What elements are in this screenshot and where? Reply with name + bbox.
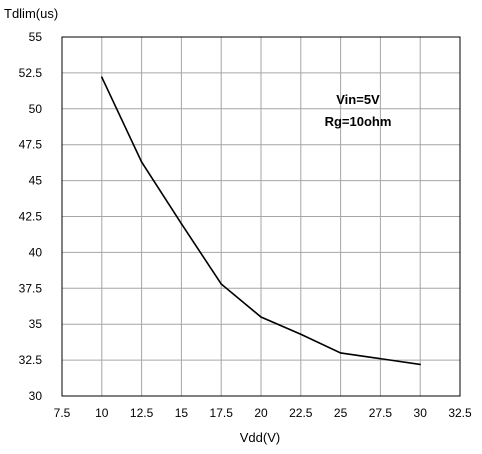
grid-lines <box>61 36 461 397</box>
x-tick-label: 15 <box>175 406 189 420</box>
y-tick-label: 45 <box>29 174 43 188</box>
data-point <box>220 283 222 285</box>
x-tick-labels: 7.5 10 12.5 15 17.5 20 22.5 25 27.5 30 32.5 <box>54 406 472 420</box>
y-tick-label: 35 <box>29 317 43 331</box>
y-tick-label: 55 <box>29 30 43 44</box>
x-tick-label: 17.5 <box>210 406 234 420</box>
annotation-vin: Vin=5V <box>336 92 380 107</box>
plot-frame <box>61 36 461 397</box>
data-point <box>140 161 143 163</box>
x-axis-title: Vdd(V) <box>240 430 280 445</box>
data-points <box>101 76 422 366</box>
data-point <box>180 222 183 225</box>
y-tick-label: 32.5 <box>19 353 43 367</box>
y-axis-title: Tdlim(us) <box>4 6 58 21</box>
x-tick-label: 12.5 <box>130 406 154 420</box>
x-tick-label: 22.5 <box>289 406 313 420</box>
x-tick-label: 20 <box>254 406 268 420</box>
y-tick-label: 42.5 <box>19 210 43 224</box>
y-tick-label: 40 <box>29 245 43 259</box>
x-tick-label: 10 <box>95 406 109 420</box>
data-point <box>260 316 262 318</box>
x-tick-label: 27.5 <box>369 406 393 420</box>
x-tick-label: 32.5 <box>448 406 472 420</box>
data-point <box>101 76 103 79</box>
y-tick-label: 37.5 <box>19 281 43 295</box>
data-point <box>379 357 382 360</box>
annotation-rg: Rg=10ohm <box>325 114 392 129</box>
y-tick-labels: 30 32.5 35 37.5 40 42.5 45 47.5 50 52.5 55 <box>19 30 43 403</box>
data-point <box>300 333 302 336</box>
x-tick-label: 30 <box>414 406 428 420</box>
y-tick-label: 30 <box>29 389 43 403</box>
y-tick-label: 47.5 <box>19 138 43 152</box>
x-tick-label: 7.5 <box>54 406 71 420</box>
data-point <box>339 352 342 354</box>
x-tick-label: 25 <box>334 406 348 420</box>
data-point <box>419 363 422 366</box>
y-tick-label: 50 <box>29 102 43 116</box>
y-tick-label: 52.5 <box>19 66 43 80</box>
